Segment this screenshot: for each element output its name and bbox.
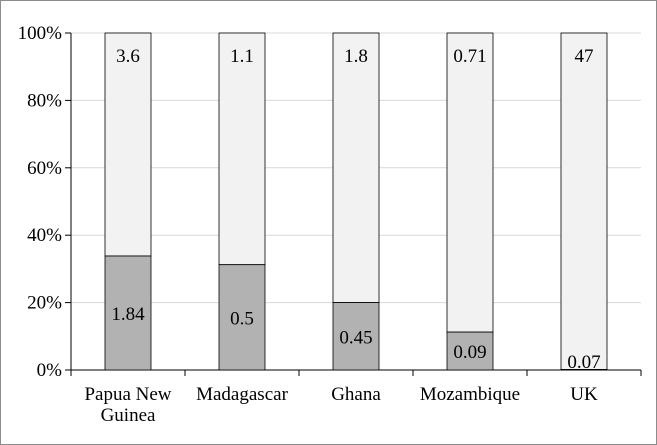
category-label: Guinea xyxy=(101,405,156,426)
bar-segment-upper xyxy=(332,32,380,304)
bar-label-lower: 0.09 xyxy=(453,342,486,363)
bar-segment-upper xyxy=(218,32,266,266)
bar-label-lower: 0.07 xyxy=(567,352,600,373)
bar-segment-lower xyxy=(218,264,266,371)
category-label: Papua New xyxy=(84,384,171,405)
bar-segment-lower xyxy=(332,302,380,371)
bar-segment-lower xyxy=(104,255,152,371)
y-tick-label: 100% xyxy=(18,23,63,44)
bar-label-upper: 47 xyxy=(575,46,594,67)
bar-segment-upper xyxy=(446,32,494,333)
y-tick-label: 40% xyxy=(27,225,62,246)
bar-segment-lower xyxy=(560,369,608,371)
bar-segment-upper xyxy=(560,32,608,370)
bar-label-upper: 3.6 xyxy=(116,46,140,67)
bar-label-upper: 1.8 xyxy=(344,46,368,67)
bar-label-lower: 1.84 xyxy=(111,304,145,325)
category-label: Mozambique xyxy=(420,384,520,405)
bar-label-lower: 0.5 xyxy=(230,308,254,329)
bar-segment-lower xyxy=(446,331,494,371)
y-tick-label: 0% xyxy=(37,360,63,381)
category-label: Madagascar xyxy=(196,384,288,405)
category-label: Ghana xyxy=(331,384,381,405)
bar-label-upper: 1.1 xyxy=(230,46,254,67)
y-tick-label: 60% xyxy=(27,158,62,179)
category-label: UK xyxy=(570,384,598,405)
bar-segment-upper xyxy=(104,32,152,257)
y-tick-label: 20% xyxy=(27,293,62,314)
y-tick-label: 80% xyxy=(27,90,62,111)
bar-label-upper: 0.71 xyxy=(453,46,486,67)
bar-label-lower: 0.45 xyxy=(339,327,372,348)
